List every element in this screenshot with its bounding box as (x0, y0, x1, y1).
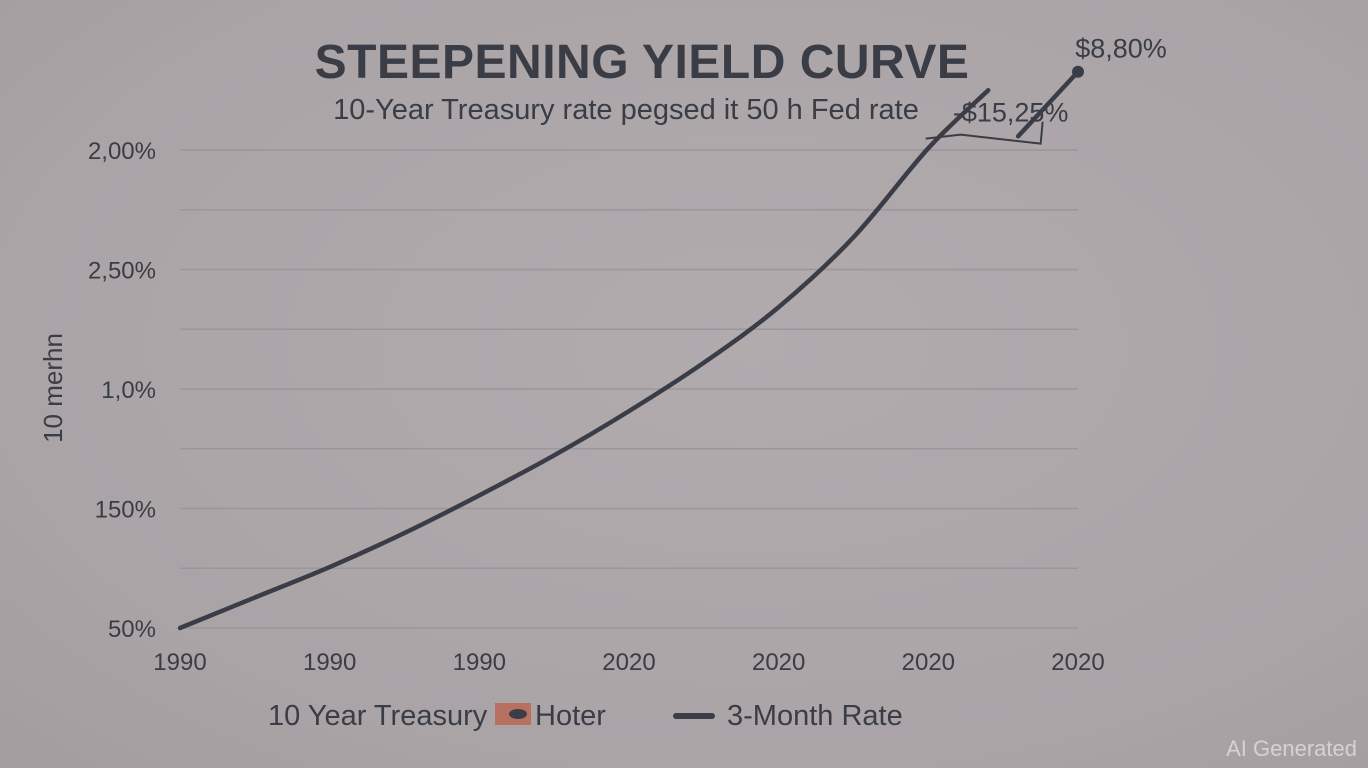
y-tick-label: 1,0% (101, 377, 156, 404)
y-tick-labels: 2,00% 2,50% 1,0% 150% 50% (88, 138, 156, 643)
legend: 10 Year Treasury Hoter 3-Month Rate (268, 700, 903, 732)
legend-label-hoter: Hoter (535, 700, 606, 732)
legend-label-10-year-treasury: 10 Year Treasury (268, 700, 488, 732)
grid-layer (180, 149, 1078, 629)
legend-swatch-hoter-dot (509, 709, 527, 719)
chart-title: STEEPENING YIELD CURVE (315, 36, 970, 89)
y-tick-label: 2,00% (88, 138, 156, 165)
chart-subtitle: 10-Year Treasury rate pegsed it 50 h Fed… (333, 94, 919, 126)
y-tick-label: 150% (95, 497, 156, 524)
x-tick-label: 2020 (1051, 649, 1104, 676)
annotations-layer: -$15,25% $8,80% (925, 34, 1167, 145)
annotation-bracket (925, 121, 1044, 145)
x-tick-label: 2020 (902, 649, 955, 676)
legend-label-3-month-rate: 3-Month Rate (727, 700, 903, 732)
x-tick-label: 2020 (602, 649, 655, 676)
series-line-3-month-rate (177, 88, 991, 631)
x-tick-labels: 1990 1990 1990 2020 2020 2020 2020 (153, 649, 1104, 676)
y-tick-label: 2,50% (88, 258, 156, 285)
y-axis-label: 10 merhn (38, 333, 68, 443)
annotation-label-mid: -$15,25% (953, 98, 1069, 128)
x-tick-label: 2020 (752, 649, 805, 676)
x-tick-label: 1990 (153, 649, 206, 676)
y-tick-label: 50% (108, 616, 156, 643)
watermark: AI Generated (1226, 736, 1357, 761)
end-point-marker (1072, 65, 1084, 78)
annotation-label-end: $8,80% (1075, 34, 1167, 64)
series-layer (177, 65, 1084, 631)
x-tick-label: 1990 (453, 649, 506, 676)
x-tick-label: 1990 (303, 649, 356, 676)
